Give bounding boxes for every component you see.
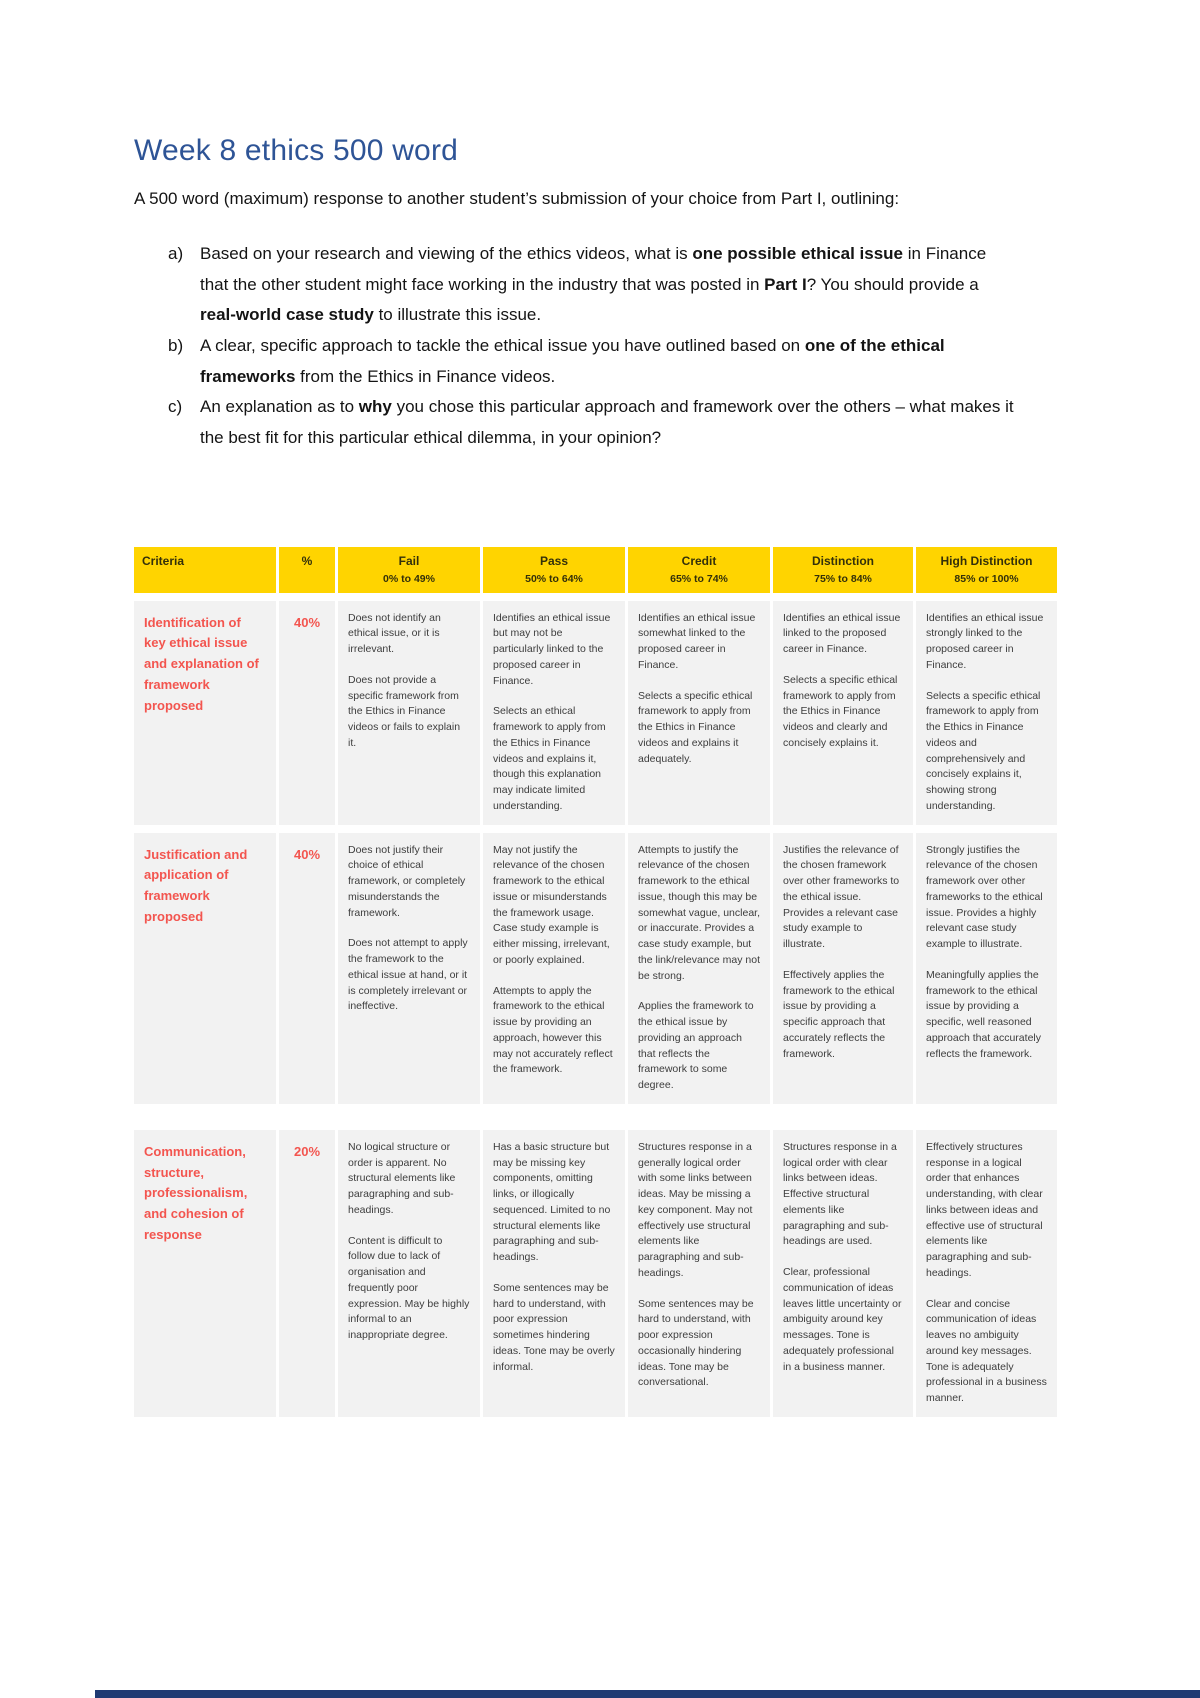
rubric-criteria-cell: Identification of key ethical issue and … — [134, 600, 276, 825]
rubric-cell-paragraph: May not justify the relevance of the cho… — [493, 843, 610, 966]
rubric-row: Identification of key ethical issue and … — [134, 600, 1074, 825]
rubric-cell: Identifies an ethical issue somewhat lin… — [628, 600, 770, 825]
rubric-header-label: Criteria — [142, 554, 185, 569]
rubric-criteria-cell: Justification and application of framewo… — [134, 832, 276, 1104]
rubric-cell-paragraph: Applies the framework to the ethical iss… — [638, 1000, 754, 1092]
rubric-header-row: Criteria% Fail 0% to 49% Pass 50% to 64% Cred… — [134, 547, 1074, 593]
rubric-cell-paragraph: Attempts to apply the framework to the e… — [493, 984, 613, 1076]
page-footer-bar — [95, 1690, 1200, 1698]
list-marker: b) — [168, 335, 184, 355]
rubric-cell-paragraph: Identifies an ethical issue strongly lin… — [926, 611, 1044, 671]
rubric-header-cell: Pass 50% to 64% — [483, 547, 625, 593]
rubric-weight-cell: 40% — [279, 832, 335, 1104]
rubric-header-range: 0% to 49% — [383, 572, 435, 585]
rubric-cell-paragraph: Some sentences may be hard to understand… — [638, 1297, 754, 1389]
rubric-cell: Identifies an ethical issue strongly lin… — [916, 600, 1057, 825]
list-item: b) A clear, specific approach to tackle t… — [134, 331, 1014, 392]
list-item-text: Based on your research and viewing of th… — [200, 244, 987, 325]
list-item-text: A clear, specific approach to tackle the… — [200, 335, 945, 386]
rubric-cell-paragraph: Identifies an ethical issue linked to th… — [783, 611, 901, 656]
rubric-cell-paragraph: Clear and concise communication of ideas… — [926, 1297, 1047, 1405]
page-title: Week 8 ethics 500 word — [134, 134, 459, 167]
rubric-cell-paragraph: Does not identify an ethical issue, or i… — [348, 611, 441, 656]
rubric-cell-paragraph: Does not provide a specific framework fr… — [348, 673, 461, 749]
rubric-cell-paragraph: Selects a specific ethical framework to … — [926, 689, 1041, 812]
rubric-header-range: 85% or 100% — [954, 572, 1019, 585]
rubric-cell: Identifies an ethical issue but may not … — [483, 600, 625, 825]
rubric-row: Communication, structure, professionalis… — [134, 1129, 1074, 1417]
rubric-criteria-cell: Communication, structure, professionalis… — [134, 1129, 276, 1417]
rubric-row: Justification and application of framewo… — [134, 832, 1074, 1104]
rubric-cell-paragraph: Has a basic structure but may be missing… — [493, 1140, 611, 1264]
brief-list: a) Based on your research and viewing of … — [134, 239, 1014, 453]
list-item-text: An explanation as to why you chose this … — [200, 397, 1014, 447]
rubric-cell-paragraph: Selects an ethical framework to apply fr… — [493, 705, 606, 812]
rubric-cell-paragraph: Strongly justifies the relevance of the … — [926, 843, 1043, 951]
rubric-cell: May not justify the relevance of the cho… — [483, 832, 625, 1104]
rubric-header-cell: % — [279, 547, 335, 593]
list-marker: c) — [168, 397, 183, 417]
rubric-header-range: 65% to 74% — [670, 572, 728, 585]
rubric-cell: Attempts to justify the relevance of the… — [628, 832, 770, 1104]
rubric-cell-paragraph: Identifies an ethical issue somewhat lin… — [638, 611, 756, 671]
rubric-header-label: Pass — [539, 554, 569, 569]
rubric-cell: Identifies an ethical issue linked to th… — [773, 600, 913, 825]
rubric-header-label: Credit — [681, 554, 717, 569]
rubric-header-cell: Distinction 75% to 84% — [773, 547, 913, 593]
rubric-table: Criteria% Fail 0% to 49% Pass 50% to 64% Cred… — [134, 547, 1074, 1417]
rubric-cell: Does not justify their choice of ethical… — [338, 832, 480, 1104]
rubric-cell: Justifies the relevance of the chosen fr… — [773, 832, 913, 1104]
rubric-cell: Structures response in a generally logic… — [628, 1129, 770, 1417]
rubric-cell-paragraph: Does not attempt to apply the framework … — [348, 937, 468, 1013]
rubric-cell-paragraph: Identifies an ethical issue but may not … — [493, 611, 611, 687]
rubric-cell-paragraph: Effectively structures response in a log… — [926, 1140, 1043, 1279]
rubric-header-cell: Credit 65% to 74% — [628, 547, 770, 593]
rubric-weight-cell: 20% — [279, 1129, 335, 1417]
rubric-cell: Strongly justifies the relevance of the … — [916, 832, 1057, 1104]
rubric-cell-paragraph: Justifies the relevance of the chosen fr… — [783, 843, 900, 951]
rubric-header-cell: Fail 0% to 49% — [338, 547, 480, 593]
rubric-cell: Structures response in a logical order w… — [773, 1129, 913, 1417]
intro-paragraph: A 500 word (maximum) response to another… — [134, 189, 900, 208]
rubric-cell-paragraph: Content is difficult to follow due to la… — [348, 1234, 470, 1342]
rubric-cell: Does not identify an ethical issue, or i… — [338, 600, 480, 825]
rubric-header-range: 75% to 84% — [814, 572, 872, 585]
rubric-cell-paragraph: Selects a specific ethical framework to … — [638, 689, 753, 765]
rubric-header-label: Distinction — [812, 554, 874, 569]
rubric-cell-paragraph: Does not justify their choice of ethical… — [348, 843, 466, 919]
rubric-cell-paragraph: Attempts to justify the relevance of the… — [638, 843, 760, 982]
rubric-cell: Effectively structures response in a log… — [916, 1129, 1057, 1417]
rubric-cell-paragraph: Structures response in a logical order w… — [783, 1140, 897, 1248]
rubric-header-label: Fail — [398, 554, 420, 569]
document-page: Week 8 ethics 500 word A 500 word (maxim… — [134, 134, 1074, 1417]
rubric-header-cell: Criteria — [134, 547, 276, 593]
list-item: a) Based on your research and viewing of … — [134, 239, 1014, 331]
rubric-cell: No logical structure or order is apparen… — [338, 1129, 480, 1417]
rubric-header-range: 50% to 64% — [525, 572, 583, 585]
rubric-cell-paragraph: No logical structure or order is apparen… — [348, 1140, 456, 1216]
rubric-header-cell: High Distinction 85% or 100% — [916, 547, 1057, 593]
rubric-cell-paragraph: Meaningfully applies the framework to th… — [926, 968, 1041, 1060]
list-item: c) An explanation as to why you chose thi… — [134, 392, 1014, 453]
list-marker: a) — [168, 244, 184, 264]
rubric-weight-cell: 40% — [279, 600, 335, 825]
rubric-cell-paragraph: Clear, professional communication of ide… — [783, 1266, 902, 1373]
rubric-header-label: High Distinction — [940, 554, 1033, 569]
rubric-cell-paragraph: Selects a specific ethical framework to … — [783, 673, 898, 749]
rubric-cell-paragraph: Some sentences may be hard to understand… — [493, 1281, 615, 1373]
rubric-header-label: % — [301, 554, 313, 569]
rubric-cell: Has a basic structure but may be missing… — [483, 1129, 625, 1417]
rubric-cell-paragraph: Effectively applies the framework to the… — [783, 968, 895, 1060]
rubric-cell-paragraph: Structures response in a generally logic… — [638, 1140, 753, 1279]
